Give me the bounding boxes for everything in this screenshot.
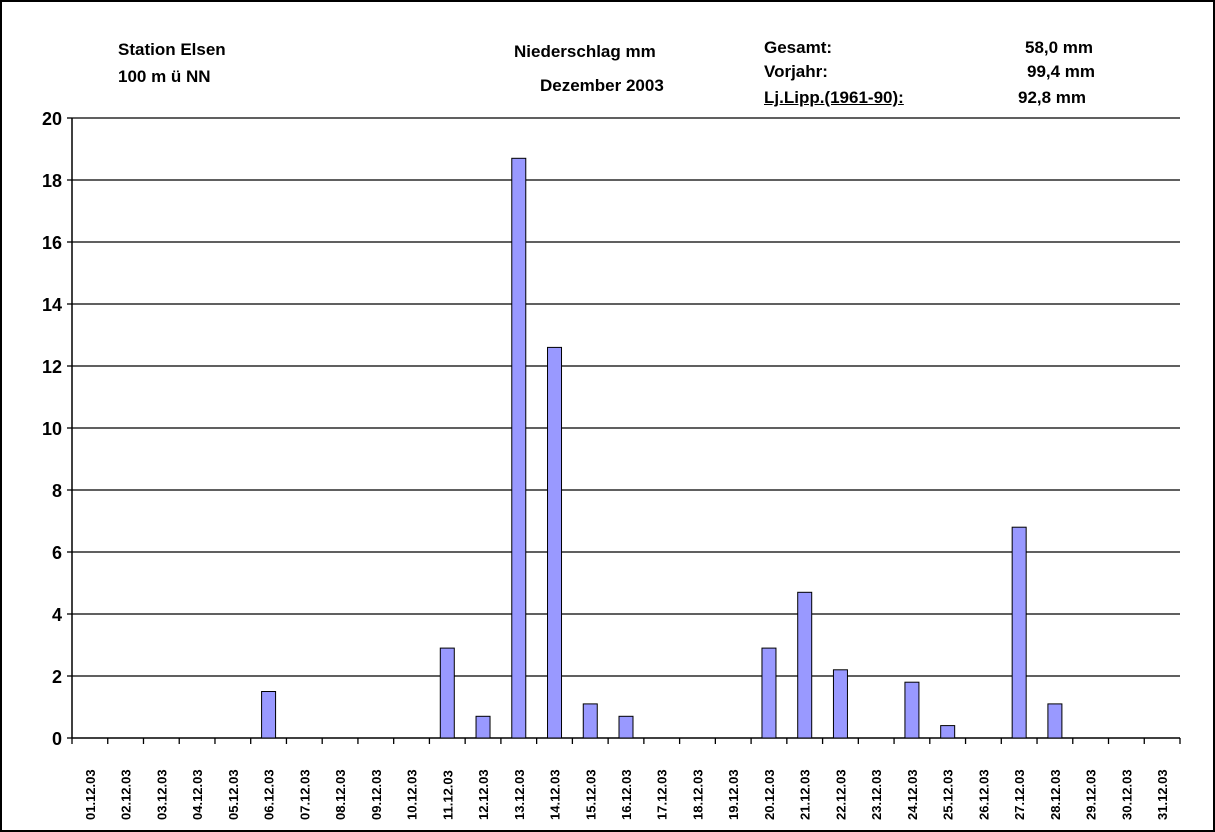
chart-title: Niederschlag mm — [514, 42, 656, 61]
x-tick-label: 09.12.03 — [369, 769, 384, 820]
bar-12.12.03 — [475, 715, 491, 739]
stat-label-longterm: Lj.Lipp.(1961-90): — [764, 88, 904, 107]
bar-16.12.03 — [618, 715, 634, 739]
x-tick-label: 27.12.03 — [1012, 769, 1027, 820]
bar-24.12.03 — [904, 681, 920, 739]
y-tick-label: 8 — [52, 481, 62, 501]
x-tick-label: 28.12.03 — [1048, 769, 1063, 820]
x-tick-label: 10.12.03 — [405, 769, 420, 820]
x-tick-label: 30.12.03 — [1119, 769, 1134, 820]
x-tick-label: 02.12.03 — [119, 769, 134, 820]
x-tick-label: 07.12.03 — [297, 769, 312, 820]
x-tick-label: 26.12.03 — [976, 769, 991, 820]
x-tick-label: 29.12.03 — [1084, 769, 1099, 820]
station-altitude: 100 m ü NN — [118, 67, 211, 86]
stat-value-previous-year: 99,4 mm — [1027, 62, 1096, 81]
bar-20.12.03 — [761, 647, 777, 739]
x-tick-label: 17.12.03 — [655, 769, 670, 820]
x-tick-label: 19.12.03 — [726, 769, 741, 820]
stat-value-longterm: 92,8 mm — [1018, 88, 1087, 107]
y-tick-label: 4 — [52, 605, 62, 625]
x-tick-label: 05.12.03 — [226, 769, 241, 820]
y-tick-label: 6 — [52, 543, 62, 563]
stat-label-previous-year: Vorjahr: — [764, 62, 828, 81]
y-tick-label: 14 — [42, 295, 62, 315]
x-tick-label: 06.12.03 — [262, 769, 277, 820]
chart-subtitle: Dezember 2003 — [540, 76, 664, 95]
station-name: Station Elsen — [118, 40, 226, 59]
stat-value-total: 58,0 mm — [1025, 38, 1094, 57]
x-tick-label: 01.12.03 — [83, 769, 98, 820]
bar-21.12.03 — [797, 591, 813, 739]
bar-13.12.03 — [511, 157, 527, 739]
x-tick-label: 24.12.03 — [905, 769, 920, 820]
x-tick-label: 31.12.03 — [1155, 769, 1170, 820]
y-tick-label: 10 — [42, 419, 62, 439]
x-tick-label: 21.12.03 — [798, 769, 813, 820]
x-tick-label: 14.12.03 — [548, 769, 563, 820]
bar-14.12.03 — [547, 346, 563, 739]
stat-label-total: Gesamt: — [764, 38, 833, 57]
x-tick-label: 13.12.03 — [512, 769, 527, 820]
bar-15.12.03 — [582, 703, 598, 739]
y-tick-label: 2 — [52, 667, 62, 687]
y-tick-label: 0 — [52, 729, 62, 749]
y-tick-label: 20 — [42, 109, 62, 129]
x-tick-label: 08.12.03 — [333, 769, 348, 820]
bar-11.12.03 — [439, 647, 455, 739]
x-tick-label: 25.12.03 — [941, 769, 956, 820]
x-tick-label: 23.12.03 — [869, 769, 884, 820]
bar-27.12.03 — [1011, 526, 1027, 739]
x-tick-label: 12.12.03 — [476, 769, 491, 820]
x-tick-label: 15.12.03 — [583, 769, 598, 820]
x-tick-label: 03.12.03 — [154, 769, 169, 820]
bar-06.12.03 — [261, 691, 277, 739]
bar-22.12.03 — [832, 669, 848, 739]
y-tick-label: 18 — [42, 171, 62, 191]
x-tick-label: 18.12.03 — [690, 769, 705, 820]
bar-25.12.03 — [940, 725, 956, 739]
x-tick-label: 16.12.03 — [619, 769, 634, 820]
x-tick-label: 04.12.03 — [190, 769, 205, 820]
x-tick-label: 20.12.03 — [762, 769, 777, 820]
y-tick-label: 12 — [42, 357, 62, 377]
x-tick-label: 11.12.03 — [440, 770, 455, 820]
bar-28.12.03 — [1047, 703, 1063, 739]
y-tick-label: 16 — [42, 233, 62, 253]
x-tick-label: 22.12.03 — [833, 769, 848, 820]
